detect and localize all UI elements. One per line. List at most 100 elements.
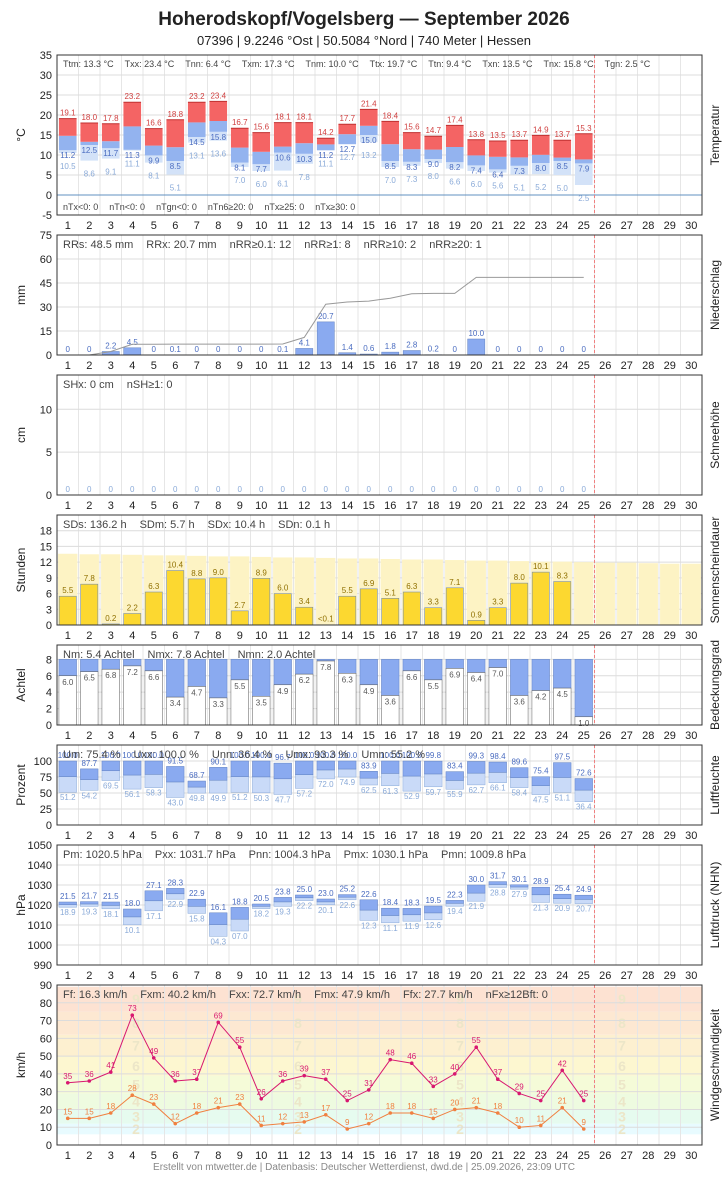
x-tick-label: 7: [194, 730, 200, 742]
x-tick-label: 2: [86, 220, 92, 232]
value-label: 8.0: [514, 573, 526, 582]
wind-point: [152, 1102, 156, 1106]
range-high: [209, 767, 227, 780]
x-tick-label: 1: [65, 1150, 71, 1162]
range-high: [467, 761, 485, 773]
range-high: [403, 761, 421, 776]
stat: Txn: 13.5 °C: [482, 59, 533, 69]
range-low: [381, 773, 399, 785]
x-tick-label: 20: [470, 970, 482, 982]
tmid-bar: [102, 141, 120, 148]
value-label: 54.2: [81, 791, 97, 800]
x-tick-label: 14: [341, 360, 353, 372]
bar: [382, 598, 399, 625]
value-label: 0: [302, 485, 307, 494]
y-tick-label: 50: [40, 1051, 52, 1063]
wind-point: [388, 1058, 392, 1062]
value-label: 8.3: [557, 572, 569, 581]
value-label: 10.3: [296, 155, 312, 164]
value-label: 75.4: [533, 767, 549, 776]
value-label: 11.1: [318, 160, 334, 169]
value-label: 20.5: [253, 894, 269, 903]
bar: [554, 582, 571, 625]
tmax-bar: [467, 140, 485, 156]
value-label: 56.1: [124, 790, 140, 799]
tmax-bar: [123, 102, 141, 126]
value-label: 0: [87, 485, 92, 494]
value-label: 3.6: [385, 697, 397, 706]
range-high: [510, 885, 528, 887]
range-high: [295, 761, 313, 775]
value-label: 0: [109, 485, 114, 494]
stat: Pnn: 1004.3 hPa: [249, 849, 332, 861]
range-high: [80, 769, 98, 780]
wind-point: [560, 1069, 564, 1073]
value-label: 58.3: [146, 789, 162, 798]
value-label: 12.7: [339, 153, 355, 162]
x-tick-label: 5: [151, 1150, 157, 1162]
x-tick-label: 19: [449, 970, 461, 982]
x-tick-label: 2: [86, 630, 92, 642]
value-label: 21.9: [468, 902, 484, 911]
range-high: [274, 763, 292, 779]
x-tick-label: 3: [108, 730, 114, 742]
value-label: 72.0: [318, 780, 334, 789]
stat: Tnx: 15.8 °C: [544, 59, 595, 69]
x-tick-label: 4: [129, 500, 135, 512]
value-label: 17.4: [447, 115, 463, 124]
x-tick-label: 2: [86, 500, 92, 512]
side-label: Windgeschwindigkeit: [708, 1008, 722, 1121]
value-label: 0.1: [277, 345, 289, 354]
stat: Pmn: 1009.8 hPa: [441, 849, 527, 861]
value-label: 12: [278, 1113, 287, 1122]
x-tick-label: 11: [277, 730, 288, 742]
tmax-bar: [510, 140, 528, 157]
value-label: 8.2: [449, 163, 461, 172]
x-tick-label: 9: [237, 830, 243, 842]
y-tick-label: 15: [40, 541, 52, 553]
y-tick-label: 9: [46, 573, 52, 585]
value-label: 20: [450, 1098, 459, 1107]
value-label: 0: [560, 485, 565, 494]
value-label: 13.8: [468, 130, 484, 139]
stat: Ttn: 9.4 °C: [428, 59, 472, 69]
stat: SDn: 0.1 h: [278, 519, 330, 531]
x-tick-label: 29: [664, 500, 676, 512]
value-label: 0: [453, 485, 458, 494]
range-high: [403, 908, 421, 914]
tmid-bar: [295, 143, 313, 154]
bar: [167, 571, 184, 625]
x-tick-label: 25: [578, 360, 590, 372]
value-label: 0: [216, 345, 221, 354]
range-low: [360, 778, 378, 785]
x-tick-label: 3: [108, 360, 114, 372]
wind-point: [474, 1106, 478, 1110]
x-tick-label: 12: [298, 1150, 310, 1162]
y-tick-label: 18: [40, 526, 52, 538]
stat: nTx<0: 0: [63, 202, 98, 212]
possible-bar: [574, 562, 593, 625]
beaufort-label: 7: [132, 1037, 140, 1053]
value-label: 9: [345, 1118, 350, 1127]
x-tick-label: 12: [298, 730, 310, 742]
x-tick-label: 5: [151, 830, 157, 842]
bar: [317, 322, 334, 355]
x-tick-label: 10: [255, 970, 267, 982]
value-label: 13.5: [490, 131, 506, 140]
value-label: 7.0: [234, 176, 246, 185]
range-low: [59, 777, 77, 793]
x-tick-label: 11: [277, 630, 288, 642]
range-high: [338, 895, 356, 898]
value-label: 3.4: [170, 699, 182, 708]
y-tick-label: 0: [46, 490, 52, 502]
x-tick-label: 22: [513, 630, 525, 642]
y-tick-label: 90: [40, 980, 52, 992]
value-label: 0: [496, 485, 501, 494]
x-tick-label: 10: [255, 220, 267, 232]
bar: [339, 596, 356, 625]
value-label: 0: [259, 345, 264, 354]
value-label: 21: [214, 1097, 223, 1106]
tmid-bar: [317, 144, 335, 150]
value-label: 13.2: [361, 151, 377, 160]
value-label: 18.1: [275, 113, 291, 122]
